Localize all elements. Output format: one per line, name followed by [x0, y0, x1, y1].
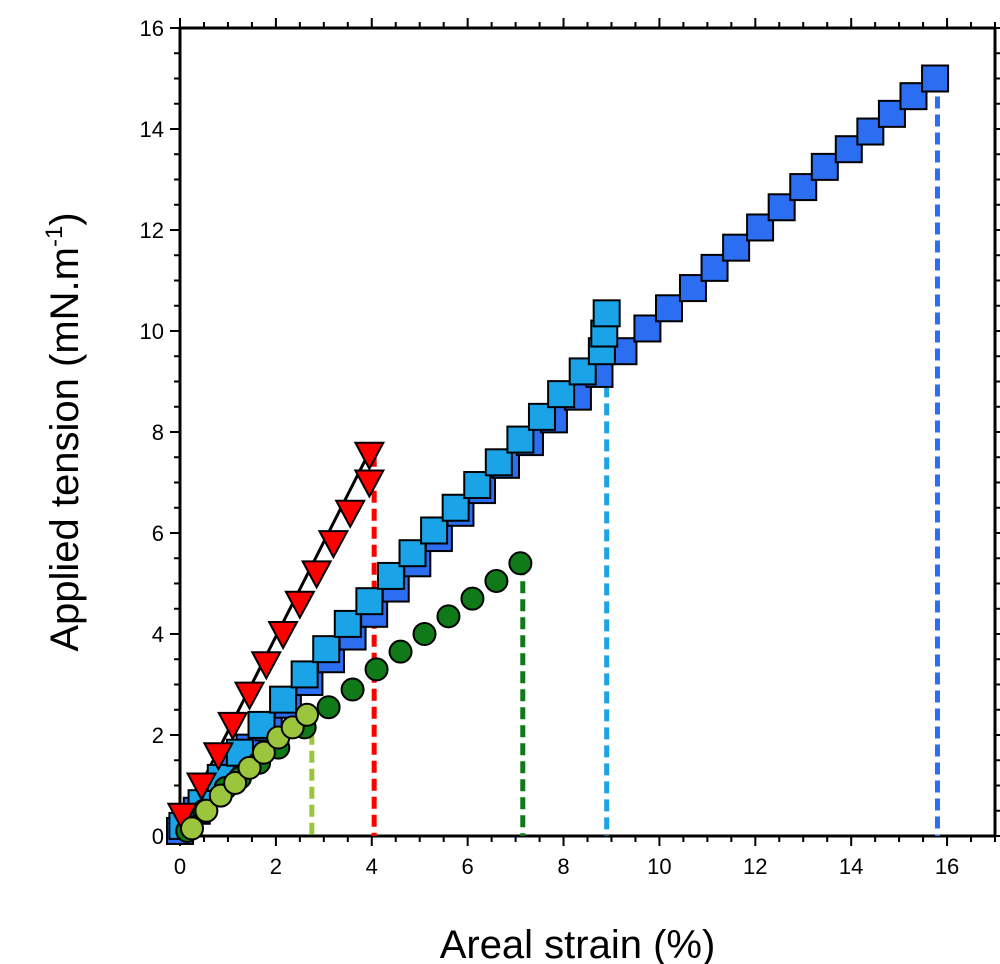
x-tick-label: 16	[935, 854, 959, 879]
green-circles-point	[412, 622, 437, 646]
light-blue-squares-point	[290, 660, 319, 689]
red-triangles-point	[217, 711, 249, 742]
light-blue-squares-point	[333, 609, 362, 638]
x-tick-label: 10	[647, 854, 671, 879]
red-triangles-point	[250, 651, 282, 681]
light-blue-squares-point	[463, 471, 492, 500]
y-axis-title-superscript: -1	[41, 226, 68, 247]
y-tick-label: 0	[152, 824, 164, 849]
y-tick-label: 10	[140, 319, 164, 344]
x-tick-label: 4	[366, 854, 378, 879]
series-marks	[166, 64, 950, 845]
red-triangles-point	[284, 590, 316, 620]
light-blue-squares-point	[269, 685, 298, 714]
y-axis-title-main: Applied tension (mN.m	[43, 247, 87, 652]
yellow-green-circles-point	[295, 702, 320, 727]
y-tick-label: 12	[140, 218, 164, 243]
blue-squares-point	[700, 253, 729, 282]
green-circles-point	[436, 604, 461, 629]
green-circles-point	[316, 695, 341, 720]
light-blue-squares-point	[376, 561, 405, 590]
light-blue-squares-point	[592, 299, 621, 328]
x-tick-label: 0	[174, 854, 186, 879]
green-circles-point	[340, 677, 365, 702]
light-blue-squares-point	[547, 380, 576, 409]
yellow-green-circles-point	[251, 740, 276, 765]
green-circles-point	[484, 568, 509, 593]
y-tick-label: 4	[152, 622, 164, 647]
blue-squares-point	[722, 233, 751, 262]
x-axis-title: Areal strain (%)	[440, 923, 716, 964]
green-circles-point	[460, 586, 485, 611]
x-tick-label: 6	[462, 854, 474, 879]
y-tick-label: 8	[152, 420, 164, 445]
y-axis-title: Applied tension (mN.m-1)	[41, 212, 87, 651]
drop-lines	[309, 78, 940, 836]
light-blue-squares-point	[420, 516, 449, 545]
green-circles-point	[388, 639, 413, 664]
y-tick-label: 14	[140, 117, 164, 142]
x-tick-label: 14	[839, 854, 863, 879]
light-blue-squares-point	[247, 710, 276, 739]
y-tick-label: 2	[152, 723, 164, 748]
yellow-green-circles-point	[223, 770, 248, 795]
light-blue-squares-point	[441, 493, 470, 522]
red-triangles-point	[353, 469, 386, 499]
light-blue-squares-point	[484, 448, 513, 477]
red-triangles-point	[300, 560, 333, 590]
light-blue-squares-point	[527, 402, 556, 431]
y-tick-label: 6	[152, 521, 164, 546]
blue-squares-point	[655, 294, 683, 323]
y-axis-title-close: )	[43, 212, 87, 225]
light-blue-squares-point	[312, 635, 341, 664]
light-blue-squares-point	[398, 539, 427, 568]
green-circles-point	[508, 551, 533, 576]
x-tick-label: 12	[743, 854, 767, 879]
tick-labels: 0 2 4 6 8 10 12 14 16 0 2 4 6 8 10 12 14 16	[140, 16, 960, 879]
x-tick-label: 8	[557, 854, 569, 879]
blue-squares-point	[810, 152, 839, 181]
red-triangles-point	[353, 441, 386, 471]
red-triangles-point	[202, 742, 235, 772]
light-blue-squares-point	[355, 587, 384, 616]
y-tick-label: 16	[140, 16, 164, 41]
red-triangles-point	[233, 681, 266, 711]
red-triangles-point	[317, 530, 350, 560]
red-triangles-point	[185, 772, 218, 802]
red-triangles-point	[267, 621, 299, 651]
green-circles-point	[364, 657, 389, 682]
blue-squares-point	[921, 64, 950, 93]
red-triangles-point	[334, 499, 366, 529]
yellow-green-circles-point	[237, 755, 262, 780]
yellow-green-circles-point	[194, 798, 219, 823]
light-blue-squares-point	[506, 425, 535, 454]
x-tick-label: 2	[270, 854, 282, 879]
yellow-green-circles-point	[179, 816, 204, 841]
